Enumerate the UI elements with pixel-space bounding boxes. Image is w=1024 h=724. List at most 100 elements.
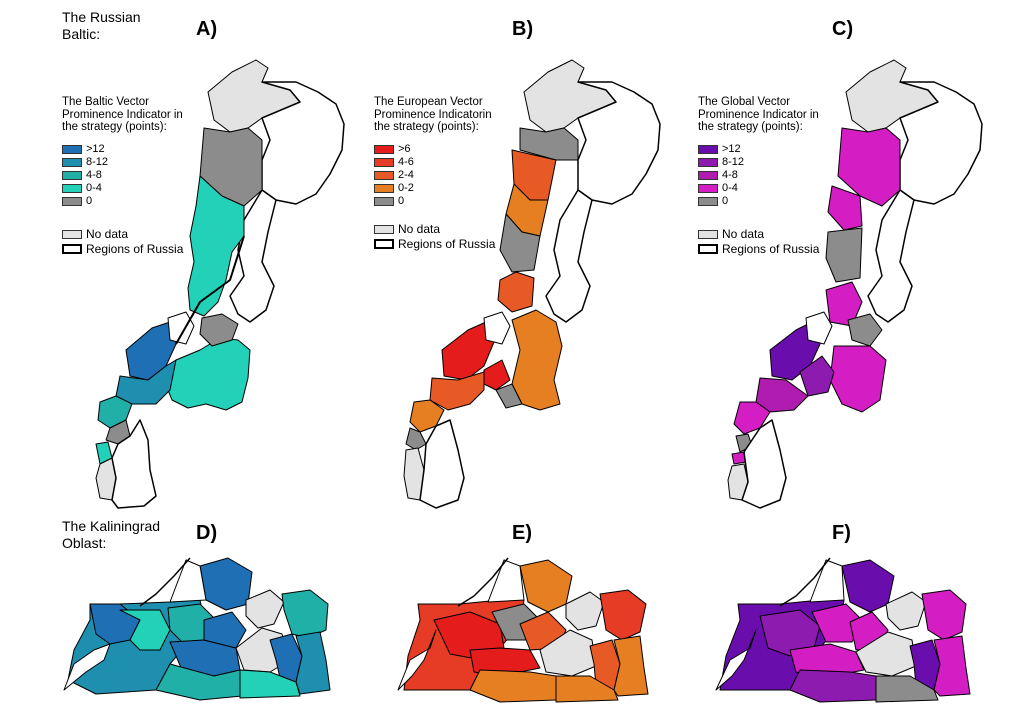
map-region [885,591,927,631]
map-lake [805,311,833,345]
map-region [613,635,649,697]
legend-item: 0 [698,195,828,208]
panel-label-e: E) [512,522,532,544]
map-region [789,643,865,679]
map-region [875,675,939,703]
legend-label: 0-2 [398,182,414,194]
legend-swatch [374,157,394,167]
map-region [187,175,245,317]
section-title-kaliningrad: The Kaliningrad Oblast: [62,518,161,551]
legend-item: >6 [374,143,504,156]
map-region [933,635,971,697]
legend-label: 4-8 [86,169,102,181]
map-region [837,127,901,207]
legend-label: Regions of Russia [398,237,496,251]
legend-item-no-data: No data [698,227,828,242]
map-region [799,355,835,397]
legend-label: No data [722,227,765,241]
legend-item-no-data: No data [374,222,504,237]
map-region [125,321,177,381]
map-region [405,427,427,451]
map-region [789,669,877,703]
legend-label: 0 [722,195,729,207]
legend-label: >6 [398,143,411,155]
map-region [555,675,619,703]
legend-item: >12 [62,143,192,156]
map-region [511,309,563,411]
legend-item-regions: Regions of Russia [698,242,828,257]
section-title-russian-baltic: The Russian Baltic: [62,9,141,42]
map-region [229,189,277,323]
legend-swatch [698,229,718,239]
legend-swatch [698,157,718,167]
map-spit [139,557,191,607]
map-lagoon [715,629,757,691]
legend-swatch [374,239,394,249]
panel-label-f: F) [832,522,851,544]
legend-item: 2-4 [374,169,504,182]
legend-label: No data [86,227,129,241]
legend-item: 0 [62,195,192,208]
legend-label: 2-4 [398,169,414,181]
legend-swatch [698,244,718,254]
legend-european: The European Vector Prominence Indicator… [374,96,504,252]
legend-label: 4-6 [398,156,414,168]
legend-item: 0 [374,195,504,208]
map-spit [779,557,831,607]
map-region [111,419,157,509]
legend-baltic: The Baltic Vector Prominence Indicator i… [62,96,192,257]
legend-swatch [62,170,82,180]
map-region [921,589,967,641]
legend-item: 0-4 [698,182,828,195]
map-region [899,81,983,205]
legend-swatch [698,196,718,206]
legend-swatch [62,157,82,167]
map-region [495,383,523,409]
legend-label: 8-12 [86,156,109,168]
map-region [825,227,863,283]
legend-label: Regions of Russia [722,242,820,256]
legend-item: 4-8 [698,169,828,182]
legend-label: 0-4 [722,182,738,194]
legend-item-regions: Regions of Russia [62,242,192,257]
legend-item: 0-4 [62,182,192,195]
map-region [295,631,331,695]
legend-item: 4-8 [62,169,192,182]
map-lake [483,311,511,345]
legend-swatch [698,144,718,154]
legend-swatch [374,144,394,154]
panel-label-b: B) [512,18,534,40]
legend-label: No data [398,222,441,236]
panel-label-c: C) [832,18,854,40]
map-region [741,419,787,509]
map-lagoon [169,559,207,603]
map-region [203,611,247,649]
legend-label: >12 [722,143,741,155]
map-region [419,419,465,509]
legend-swatch [374,196,394,206]
map-region [199,313,239,347]
legend-swatch [62,144,82,154]
legend-item-regions: Regions of Russia [374,237,504,252]
map-lagoon [397,629,437,691]
map-region [599,589,647,641]
map-region [829,345,887,413]
legend-item: 4-6 [374,156,504,169]
legend-swatch [374,170,394,180]
legend-title: The European Vector Prominence Indicator… [374,96,492,133]
legend-label: 0 [86,195,93,207]
map-spit [457,557,509,607]
panel-label-a: A) [196,18,218,40]
map-region [261,81,345,205]
map-region [245,589,285,629]
map-region [519,127,579,161]
map-lagoon [63,643,111,691]
legend-label: 4-8 [722,169,738,181]
map-region [239,669,301,699]
legend-label: >12 [86,143,105,155]
map-lagoon [809,559,845,603]
